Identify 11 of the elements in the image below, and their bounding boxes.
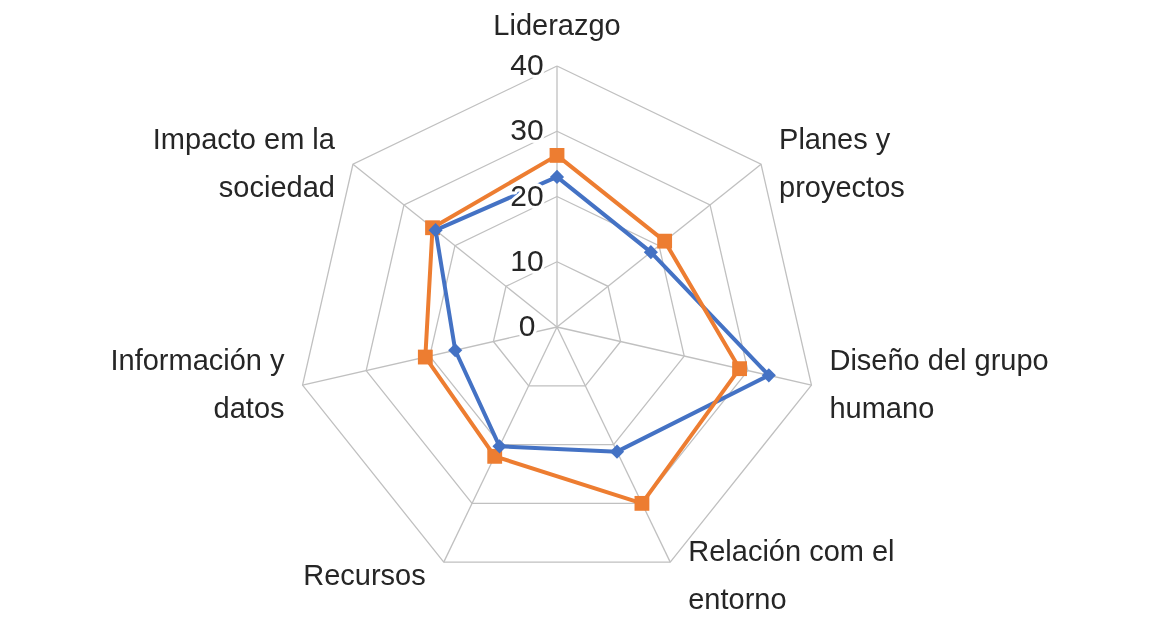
y-tick-label: 0 (518, 309, 536, 342)
spoke-label: Liderazgo (493, 9, 621, 41)
spoke-label: Planes y proyectos (779, 123, 905, 204)
spoke-label: Información y datos (110, 344, 286, 425)
spoke-label: Recursos (303, 559, 426, 592)
y-tick-label: 30 (510, 113, 544, 147)
y-tick-label: 40 (510, 48, 544, 81)
spoke-label: Relación com el entorno (688, 535, 895, 616)
y-tick-label: 10 (510, 243, 544, 277)
spoke-label: Impacto em la sociedad (152, 123, 336, 204)
spoke-label: Diseño del grupo humano (829, 344, 1049, 425)
